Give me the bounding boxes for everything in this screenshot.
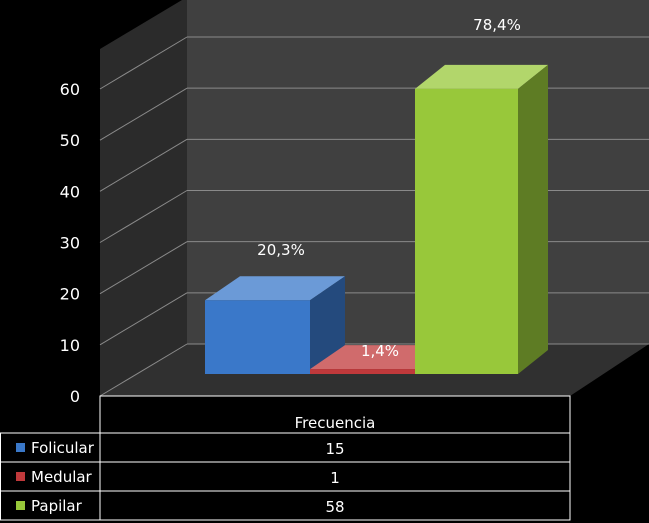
gridline-side bbox=[99, 36, 188, 90]
table-cell: 1 bbox=[330, 469, 340, 487]
bar-folicular bbox=[205, 300, 310, 374]
table-header-cell bbox=[99, 395, 571, 434]
legend-swatch-papilar bbox=[16, 501, 25, 510]
data-label: 20,3% bbox=[257, 241, 305, 259]
legend-swatch-folicular bbox=[16, 443, 25, 452]
side-wall bbox=[100, 0, 187, 396]
data-label: 1,4% bbox=[361, 342, 399, 360]
table-header: Frecuencia bbox=[295, 414, 376, 432]
table-row-value-cell bbox=[99, 461, 571, 492]
bar-medular bbox=[310, 369, 415, 374]
gridline-side bbox=[99, 343, 188, 397]
legend-entry: Medular bbox=[31, 468, 93, 486]
legend-entry: Papilar bbox=[31, 497, 83, 515]
gridline-side bbox=[99, 87, 188, 141]
bar-side-folicular bbox=[310, 276, 345, 374]
y-tick-label: 60 bbox=[60, 80, 80, 99]
bar-top-papilar bbox=[415, 64, 548, 89]
y-tick-label: 10 bbox=[60, 336, 80, 355]
bar-papilar bbox=[415, 88, 518, 374]
y-tick-label: 0 bbox=[70, 387, 80, 406]
bar-side-papilar bbox=[518, 64, 548, 374]
table-row-value-cell bbox=[99, 432, 571, 463]
gridline-side bbox=[99, 292, 188, 346]
gridline-side bbox=[99, 241, 188, 295]
table-cell: 15 bbox=[325, 440, 344, 458]
y-tick-label: 50 bbox=[60, 131, 80, 150]
table-cell: 58 bbox=[325, 498, 344, 516]
y-tick-label: 30 bbox=[60, 234, 80, 253]
table-row-value-cell bbox=[99, 490, 571, 521]
bar-top-folicular bbox=[205, 276, 345, 301]
gridline-side bbox=[99, 190, 188, 243]
data-label: 78,4% bbox=[473, 16, 521, 34]
legend-entry: Folicular bbox=[31, 439, 95, 457]
gridline-side bbox=[99, 138, 188, 192]
y-tick-label: 40 bbox=[60, 182, 80, 201]
legend-swatch-medular bbox=[16, 472, 25, 481]
y-tick-label: 20 bbox=[60, 285, 80, 304]
